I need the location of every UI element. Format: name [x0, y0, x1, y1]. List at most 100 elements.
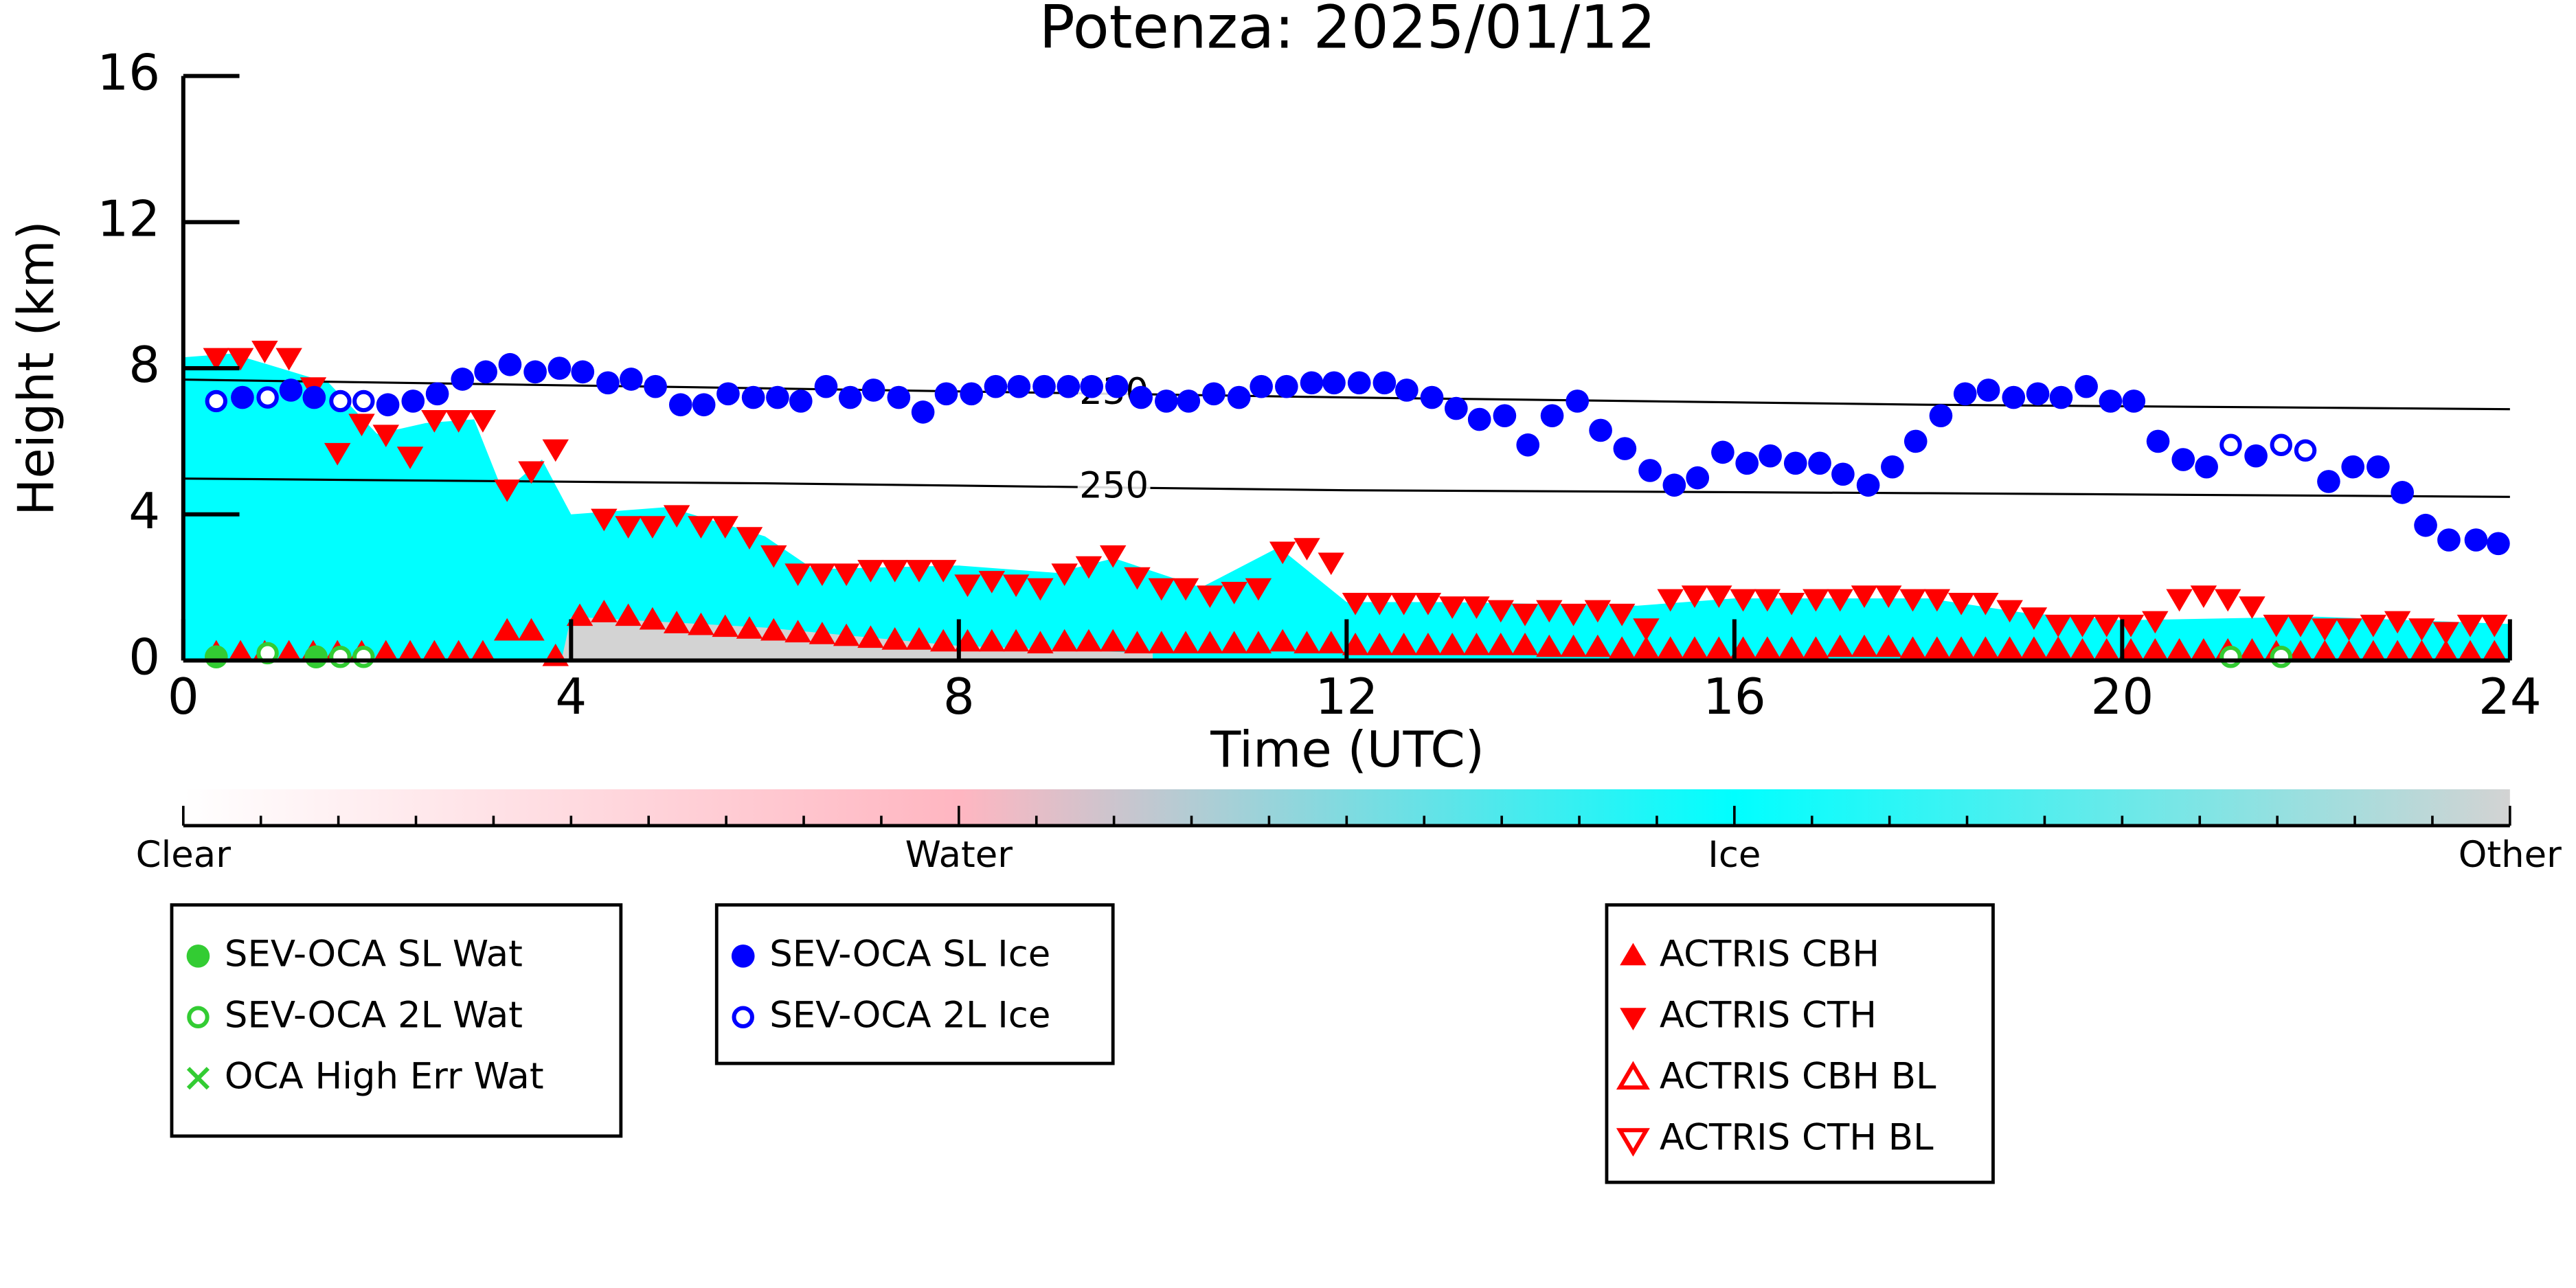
- legend-marker: [186, 945, 210, 968]
- data-point: [1124, 567, 1151, 590]
- legend-marker: [1616, 1061, 1650, 1090]
- legend-box: [714, 903, 1115, 1065]
- data-point: [1390, 592, 1417, 615]
- data-point: [1414, 592, 1442, 615]
- data-point: [954, 629, 981, 652]
- data-point: [571, 360, 595, 384]
- data-point: [1608, 636, 1636, 659]
- data-point: [1730, 636, 1756, 659]
- data-point: [1172, 631, 1199, 654]
- legend-box: [1605, 903, 1995, 1184]
- data-point: [934, 382, 958, 406]
- x-tick-label: 20: [2090, 668, 2154, 726]
- data-point: [1778, 636, 1805, 659]
- data-point: [329, 645, 352, 668]
- data-point: [1300, 371, 1324, 395]
- data-point: [2020, 607, 2048, 630]
- colorbar-label: Ice: [1708, 834, 1761, 876]
- data-point: [1124, 631, 1151, 654]
- data-point: [838, 385, 862, 409]
- data-point: [1808, 451, 1831, 475]
- data-point: [204, 645, 228, 669]
- data-point: [1463, 633, 1490, 655]
- data-point: [2142, 638, 2169, 661]
- data-point: [1540, 404, 1564, 428]
- data-point: [1099, 629, 1127, 652]
- y-tick-label: 8: [128, 337, 160, 394]
- data-point: [639, 607, 666, 630]
- data-point: [275, 640, 302, 663]
- data-point: [1827, 634, 1853, 657]
- contour-label-bg: [1077, 469, 1151, 506]
- data-point: [2122, 389, 2146, 413]
- data-point: [1947, 592, 1975, 615]
- data-point: [2214, 589, 2241, 612]
- data-point: [518, 461, 545, 484]
- data-point: [1711, 440, 1735, 464]
- data-point: [2002, 385, 2026, 409]
- data-point: [954, 574, 981, 598]
- legend-label: OCA High Err Wat: [225, 1055, 544, 1097]
- data-point: [1662, 473, 1686, 497]
- data-point: [736, 616, 763, 639]
- data-point: [1007, 374, 1031, 398]
- data-point: [469, 410, 497, 433]
- data-point: [352, 389, 375, 413]
- data-point: [736, 527, 763, 550]
- data-point: [1730, 589, 1756, 612]
- data-point: [401, 389, 425, 413]
- data-point: [1929, 404, 1953, 428]
- data-point: [984, 374, 1008, 398]
- data-point: [1099, 545, 1127, 568]
- data-point: [789, 389, 813, 413]
- data-point: [881, 627, 908, 650]
- data-point: [421, 410, 448, 433]
- x-tick-label: 12: [1315, 668, 1378, 726]
- contour-line: [183, 477, 2510, 498]
- data-point: [615, 603, 642, 626]
- data-point: [1536, 634, 1563, 657]
- data-point: [1899, 589, 1926, 612]
- data-point: [352, 645, 375, 668]
- data-point: [1032, 374, 1056, 398]
- y-tick-label: 0: [128, 629, 160, 687]
- data-point: [1972, 592, 1999, 615]
- data-point: [2171, 448, 2195, 471]
- data-point: [1075, 556, 1103, 579]
- data-point: [1638, 459, 1662, 482]
- data-point: [2239, 638, 2266, 661]
- data-point: [2190, 585, 2217, 609]
- data-point: [1366, 592, 1393, 615]
- data-point: [324, 442, 351, 466]
- data-point: [2336, 618, 2362, 641]
- legend-label: SEV-OCA SL Wat: [225, 933, 523, 975]
- data-point: [372, 425, 400, 448]
- data-point: [887, 385, 911, 409]
- data-point: [523, 360, 547, 384]
- data-point: [1875, 585, 1902, 609]
- data-point: [1227, 385, 1251, 409]
- data-point: [1831, 462, 1855, 486]
- data-point: [2312, 618, 2338, 641]
- data-point: [857, 625, 884, 648]
- data-point: [1487, 600, 1514, 623]
- data-point: [498, 352, 522, 376]
- data-point: [1245, 631, 1272, 654]
- data-point: [376, 393, 400, 417]
- data-point: [1275, 374, 1298, 398]
- data-point: [1657, 589, 1684, 612]
- data-point: [1129, 385, 1153, 409]
- y-tick-label: 12: [97, 190, 160, 248]
- data-point: [1803, 589, 1829, 612]
- colorbar-label: Water: [905, 834, 1013, 876]
- y-axis-label: Height (km): [8, 221, 66, 516]
- data-point: [1463, 596, 1490, 619]
- data-point: [905, 627, 933, 650]
- data-point: [2142, 611, 2169, 634]
- data-point: [547, 357, 572, 380]
- data-point: [2360, 614, 2387, 637]
- data-point: [256, 386, 279, 409]
- data-point: [2312, 640, 2338, 663]
- data-point: [251, 341, 278, 363]
